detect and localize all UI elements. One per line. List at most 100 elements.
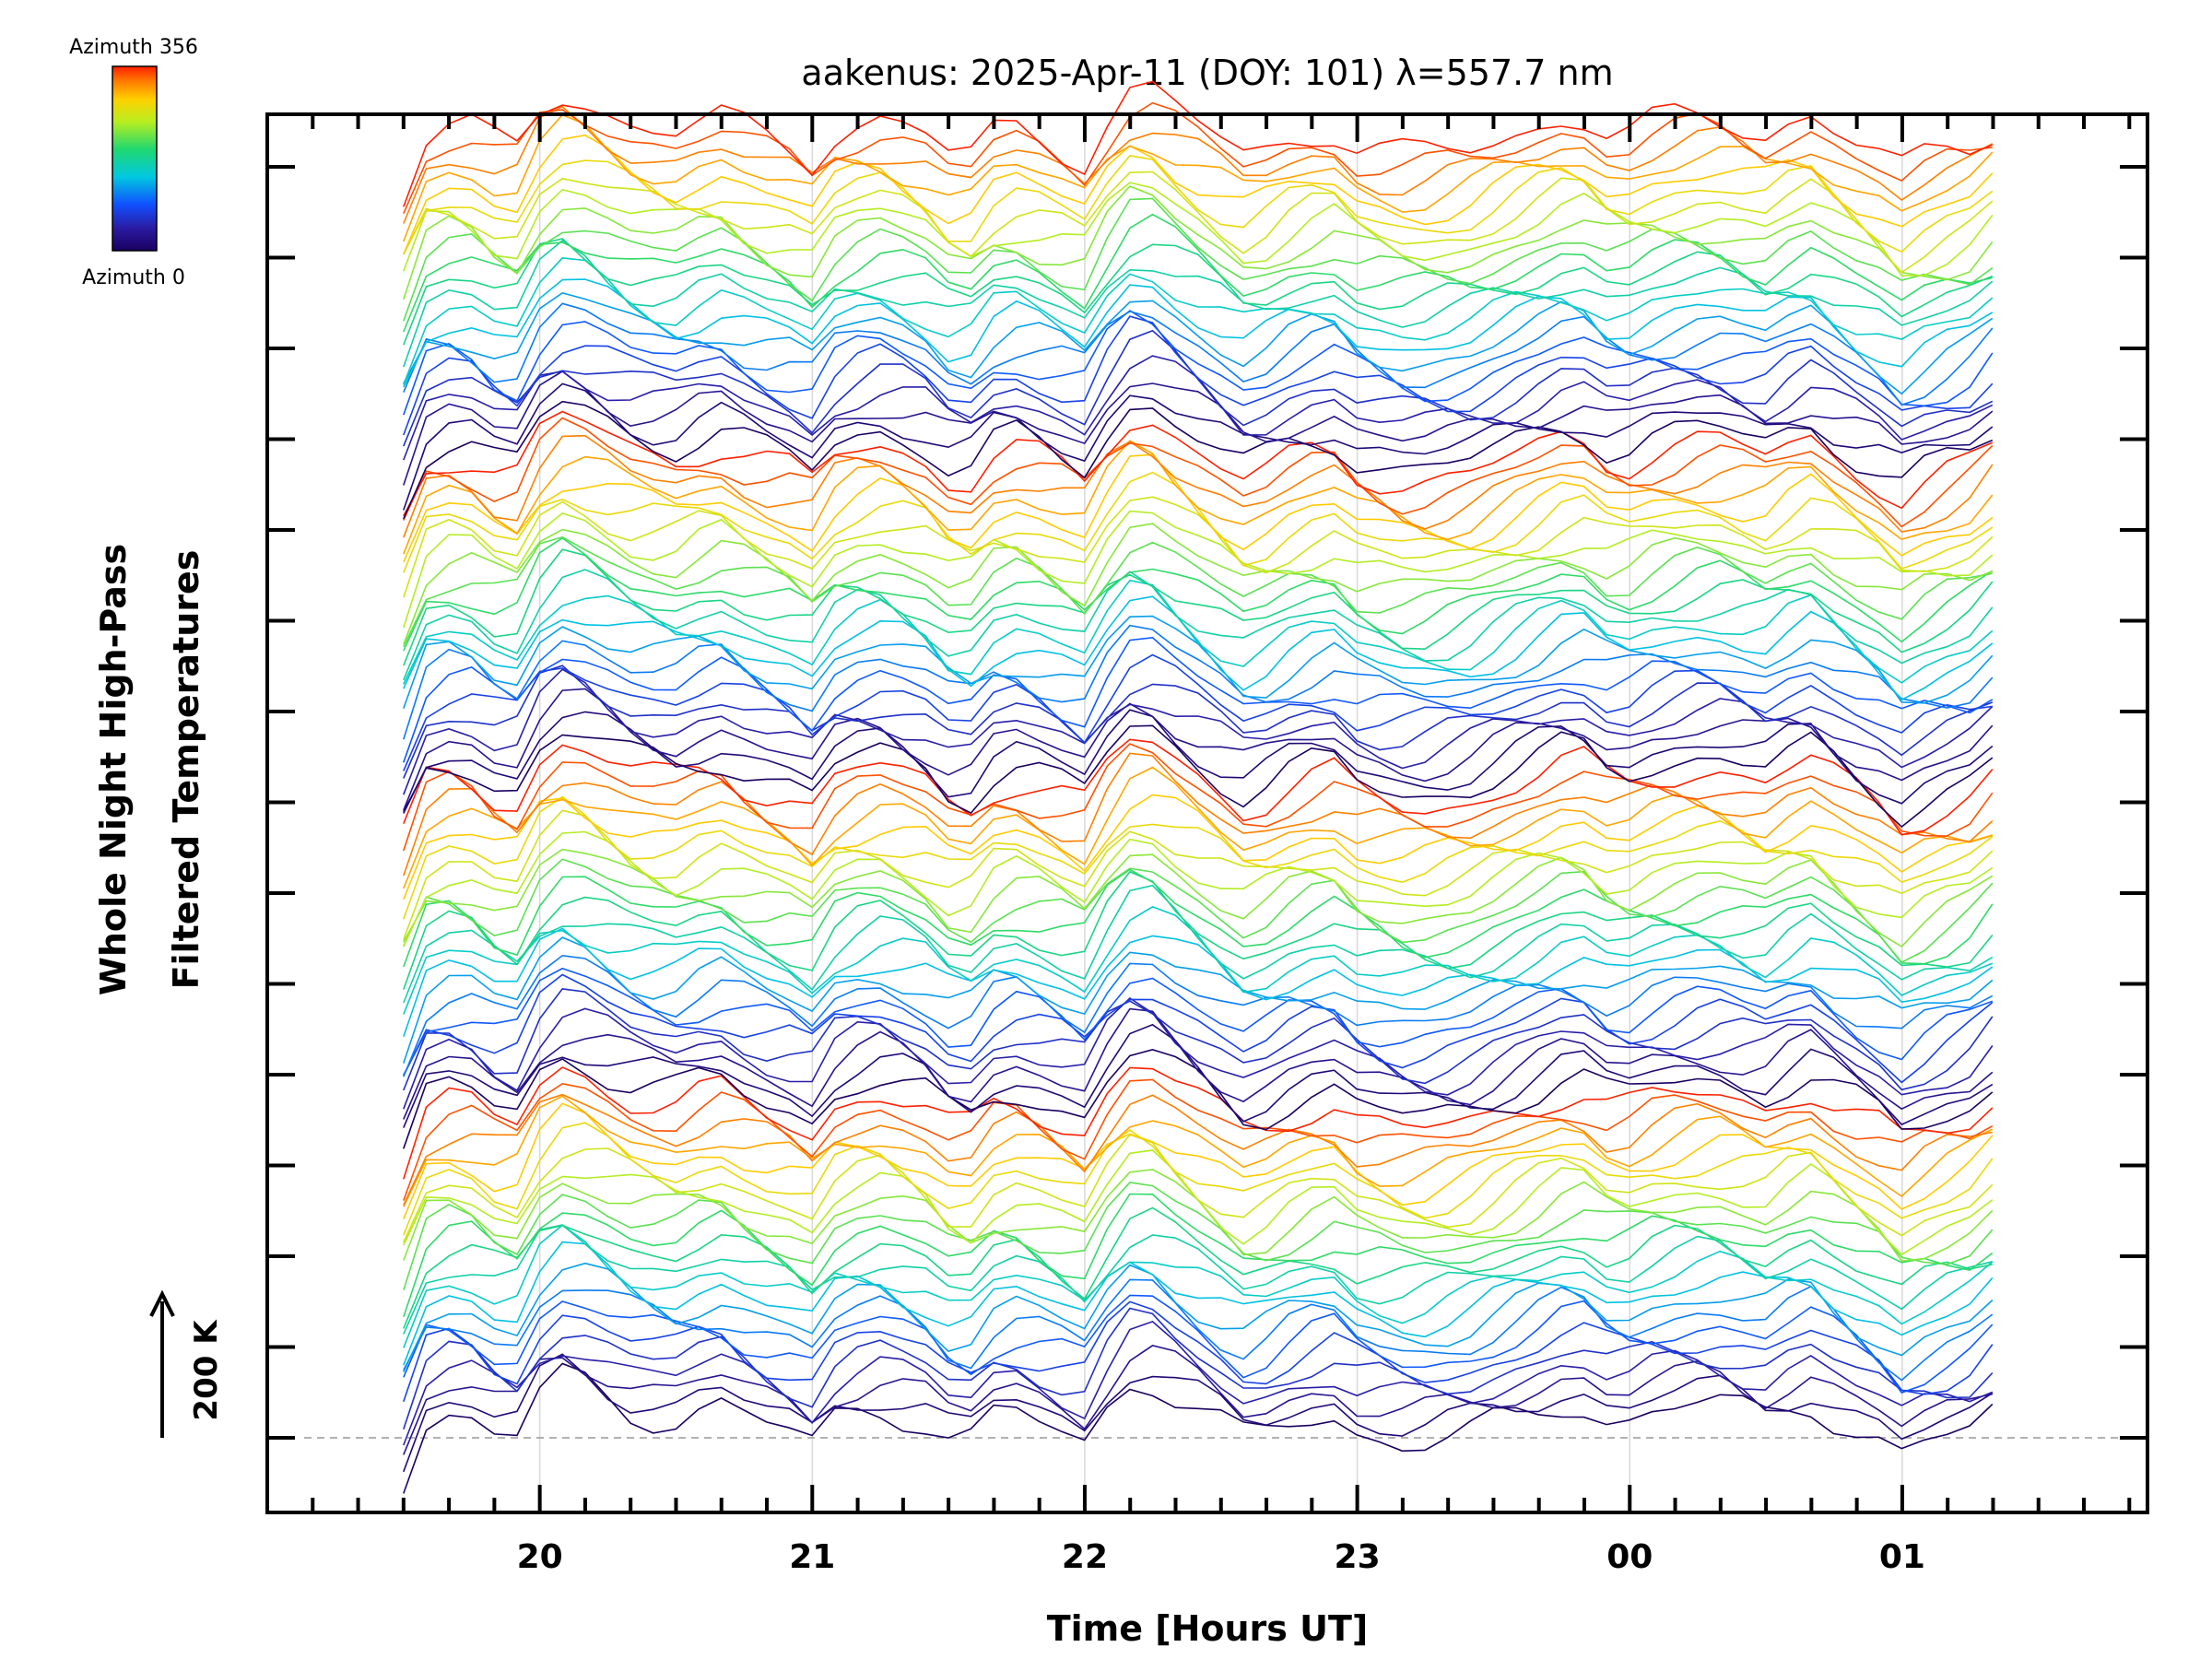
series-line <box>403 329 1994 447</box>
colorbar-gradient <box>112 65 158 252</box>
scale-bar: 200 K <box>149 1289 225 1438</box>
series-line <box>403 523 1994 645</box>
series-line <box>403 1093 1993 1206</box>
colorbar-top-label: Azimuth 356 <box>69 36 198 59</box>
series-line <box>403 569 1994 681</box>
series-line <box>403 794 1994 900</box>
series-line <box>403 1095 1994 1207</box>
series-line <box>403 636 1994 763</box>
plot-area: 20 21 22 23 00 01 <box>265 80 2149 1576</box>
series-line <box>403 370 1994 486</box>
series-line <box>403 1023 1994 1128</box>
series-line <box>403 579 1994 685</box>
series-line <box>403 868 1994 968</box>
x-tick-label: 21 <box>789 1538 835 1576</box>
series-line <box>403 434 1994 538</box>
series-line <box>403 302 1994 406</box>
series-line <box>403 417 1994 528</box>
series-line <box>403 1307 1994 1430</box>
y-axis-label-line1: Whole Night High-Pass <box>93 544 134 995</box>
series-line <box>403 1134 1994 1243</box>
series-line <box>403 1262 1994 1372</box>
series-line <box>403 954 1994 1077</box>
scale-bar-label: 200 K <box>188 1319 225 1421</box>
series-line <box>403 440 1994 555</box>
series-line <box>403 292 1994 395</box>
series-line <box>403 496 1994 598</box>
series-line <box>403 155 1994 255</box>
series-line <box>403 809 1994 940</box>
series-line <box>403 967 1994 1076</box>
series-line <box>403 240 1994 368</box>
series-line <box>403 315 1994 436</box>
series-line <box>403 257 1994 385</box>
series-line <box>403 1294 1994 1394</box>
series-line <box>403 1149 1994 1256</box>
series-line <box>403 1278 1994 1382</box>
scale-bar-arrowhead <box>149 1289 175 1317</box>
series-line <box>403 668 1994 795</box>
series-line <box>403 182 1994 277</box>
series-line <box>403 1122 1994 1236</box>
series-line <box>403 1362 1994 1494</box>
series-line <box>403 510 1994 629</box>
series-line <box>403 1007 1994 1120</box>
series-line <box>403 278 1994 388</box>
series-line <box>403 973 1994 1084</box>
series-line <box>403 1078 1994 1201</box>
plot-frame <box>265 112 2149 1514</box>
series-line <box>403 171 1994 274</box>
colorbar: Azimuth 356 Azimuth 0 <box>69 36 198 289</box>
series-line <box>403 936 1994 1064</box>
series-line <box>403 1066 1994 1180</box>
series-line <box>403 535 1993 647</box>
series-line <box>403 1102 1994 1220</box>
x-axis-label: Time [Hours UT] <box>1047 1608 1369 1649</box>
series-line <box>403 213 1993 333</box>
x-tick-label: 00 <box>1606 1538 1653 1576</box>
series-line <box>403 858 1994 964</box>
series-line <box>403 996 1994 1110</box>
series-line <box>403 80 1994 207</box>
series-line <box>403 1048 1994 1149</box>
series-line <box>403 1206 1993 1329</box>
series-line <box>403 1300 1994 1403</box>
series-line <box>403 410 1994 517</box>
series-line <box>403 453 1994 563</box>
series-line <box>403 870 1994 990</box>
series-line <box>403 1193 1994 1318</box>
series-line <box>403 743 1994 852</box>
series-line <box>403 884 1994 1004</box>
y-axis-label-line2: Filtered Temperatures <box>166 550 206 990</box>
series-line <box>403 653 1993 771</box>
series-line <box>403 548 1994 666</box>
series-line <box>403 1353 1994 1473</box>
series-line <box>403 113 1994 242</box>
series-line <box>403 1224 1994 1348</box>
series-line <box>403 1224 1993 1335</box>
series-line <box>403 795 1994 920</box>
series-line <box>403 738 1994 836</box>
series-line <box>403 536 1994 652</box>
series-line <box>403 830 1994 947</box>
x-tick-label: 23 <box>1335 1538 1381 1576</box>
colorbar-bottom-label: Azimuth 0 <box>82 266 185 289</box>
series-line <box>403 400 1994 520</box>
series-line <box>403 238 1994 346</box>
series-line <box>403 624 1994 740</box>
series-line <box>403 988 1994 1091</box>
series-line <box>403 927 1994 1037</box>
series-line <box>403 310 1994 416</box>
x-tick-label: 20 <box>517 1538 563 1576</box>
series-line <box>403 101 1993 215</box>
series-line <box>403 709 1994 814</box>
series-line <box>403 197 1994 322</box>
series-line <box>403 1345 1993 1455</box>
series-line <box>403 688 1994 811</box>
series-line <box>403 665 1994 779</box>
series-line <box>403 134 1994 255</box>
series-line <box>403 1182 1994 1291</box>
series-line <box>403 382 1994 511</box>
series-line <box>403 724 1994 829</box>
x-tick-label: 01 <box>1879 1538 1925 1576</box>
